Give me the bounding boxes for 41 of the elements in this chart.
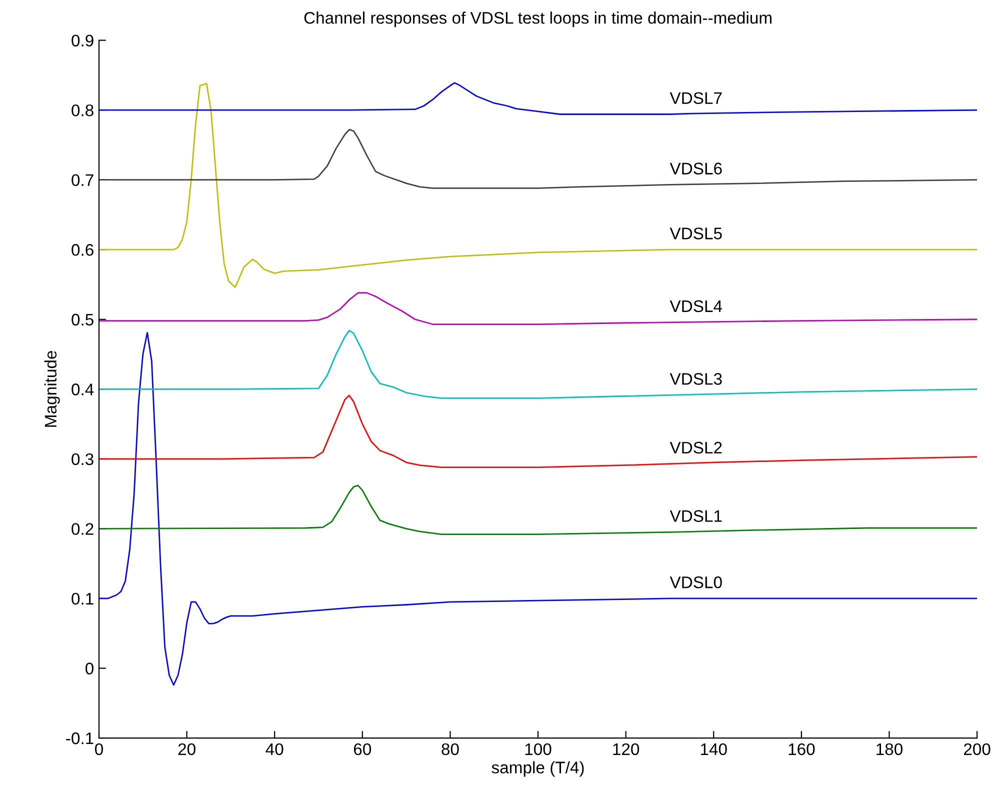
series-label: VDSL0 <box>670 576 722 588</box>
y-tick-label: 0.1 <box>72 592 94 605</box>
line-series <box>99 330 978 399</box>
x-tick-label: 120 <box>613 743 640 756</box>
x-tick-label: 160 <box>788 743 815 756</box>
line-series <box>99 82 978 115</box>
y-tick-label: 0.2 <box>72 523 94 535</box>
y-tick-label: 0.9 <box>72 34 94 46</box>
line-series <box>99 128 978 189</box>
x-tick-label: 200 <box>964 743 990 756</box>
x-tick-label: 40 <box>266 743 284 756</box>
x-tick-label: 20 <box>178 743 196 756</box>
line-series <box>99 394 978 468</box>
y-tick-label: -0.1 <box>66 732 94 744</box>
line-series <box>99 332 978 686</box>
y-tick-label: 0.8 <box>72 104 94 116</box>
x-axis-title: sample (T/4) <box>492 761 584 777</box>
y-tick-label: 0.4 <box>72 384 94 396</box>
x-tick-label: 60 <box>354 743 372 756</box>
y-axis-title: Magnitude <box>44 350 60 427</box>
series-label: VDSL6 <box>670 162 722 174</box>
series-label: VDSL4 <box>670 300 722 312</box>
x-tick-label: 180 <box>876 743 902 756</box>
line-series <box>99 484 978 535</box>
line-series <box>99 292 978 325</box>
series-label: VDSL3 <box>670 373 722 385</box>
x-tick-label: 0 <box>95 743 103 756</box>
x-tick-label: 140 <box>701 743 727 756</box>
series-label: VDSL1 <box>670 510 722 522</box>
series-label: VDSL2 <box>670 442 722 454</box>
series-label: VDSL7 <box>670 92 722 104</box>
line-series <box>99 82 978 288</box>
y-tick-label: 0 <box>86 662 94 674</box>
y-tick-label: 0.3 <box>72 453 94 466</box>
x-tick-label: 100 <box>525 743 552 756</box>
y-tick-label: 0.6 <box>72 244 94 256</box>
chart-title: Channel responses of VDSL test loops in time domain--medium <box>304 12 772 28</box>
x-tick-label: 80 <box>442 743 459 756</box>
y-tick-label: 0.7 <box>72 174 94 186</box>
series-label: VDSL5 <box>670 228 722 240</box>
y-tick-label: 0.5 <box>72 314 94 326</box>
